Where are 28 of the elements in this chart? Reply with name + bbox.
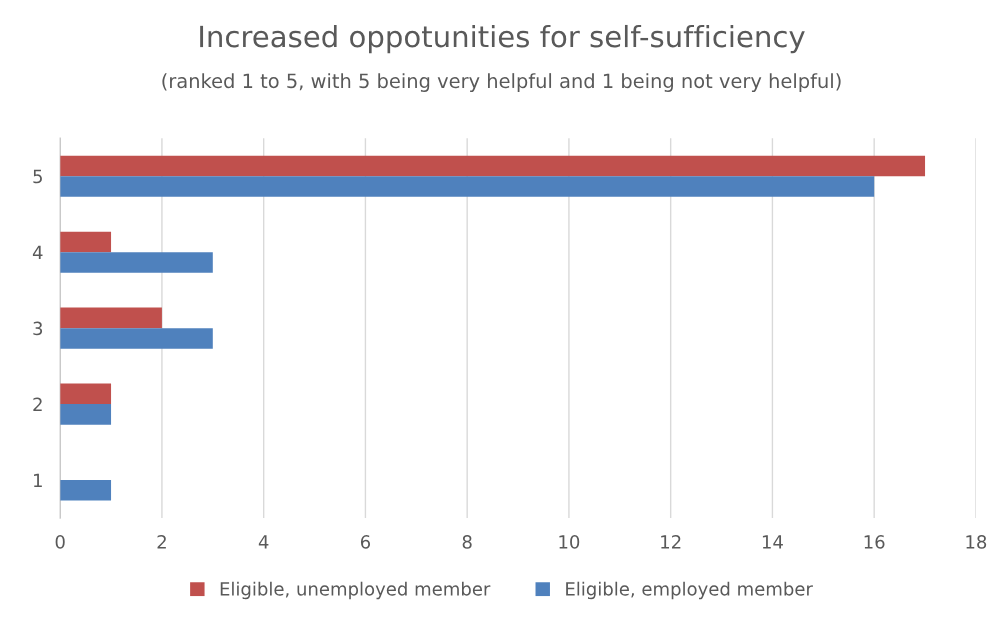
bar (60, 307, 162, 329)
x-tick-label: 10 (559, 535, 580, 549)
y-tick-label: 1 (34, 473, 42, 487)
x-tick-label: 6 (360, 535, 371, 549)
bar (60, 176, 875, 197)
x-tick-label: 14 (762, 535, 783, 549)
chart-title: Increased oppotunities for self-sufficiency (200, 24, 805, 54)
x-tick-label: 0 (55, 535, 65, 549)
y-tick-label: 4 (32, 245, 43, 259)
x-tick-label: 18 (966, 535, 987, 549)
bar (60, 404, 112, 425)
bar (60, 231, 112, 253)
chart-subtitle: (ranked 1 to 5, with 5 being very helpful and 1 being not very helpful) (162, 73, 841, 92)
bar (60, 155, 926, 177)
x-tick-label: 12 (661, 535, 681, 549)
legend-label: Eligible, unemployed member (220, 581, 491, 600)
bar (60, 328, 213, 349)
bar (60, 383, 112, 405)
legend-label: Eligible, employed member (566, 581, 813, 600)
x-tick-label: 16 (864, 535, 885, 549)
y-tick-label: 5 (33, 169, 42, 184)
y-tick-label: 2 (33, 397, 42, 411)
y-tick-label: 3 (33, 321, 43, 336)
x-tick-label: 4 (258, 535, 269, 549)
x-tick-label: 2 (157, 535, 166, 549)
bar (60, 252, 213, 273)
x-tick-label: 8 (462, 535, 472, 549)
bar (60, 480, 112, 501)
